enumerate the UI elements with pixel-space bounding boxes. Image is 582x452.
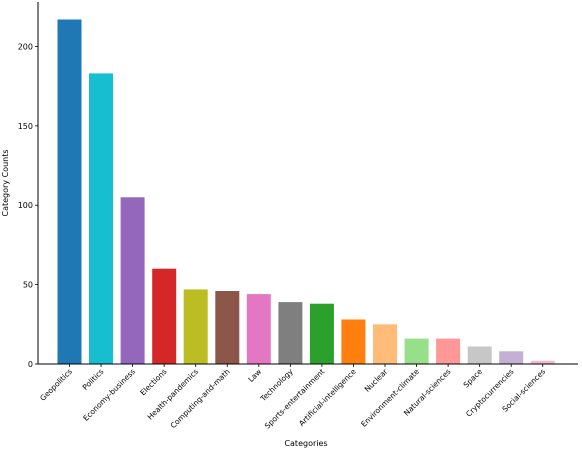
x-tick-label: Politics [81,367,106,392]
y-tick-label: 0 [28,360,33,369]
bar-geopolitics [57,19,82,364]
bar-space [467,346,492,364]
x-tick-label: Space [462,367,485,390]
bar-computing-and-math [215,291,240,364]
y-ticks-group: 0 50 100 150 200 [18,42,38,369]
bar-technology [278,302,303,364]
bar-nuclear [373,324,397,364]
bar-environment-climate [404,338,429,364]
x-tick-label: Law [246,367,263,384]
bar-artificial-intelligence [341,319,366,364]
x-tick-label: Computing-and-math [169,367,232,430]
x-tick-label: Nuclear [363,366,390,393]
bars-group [57,19,555,365]
bar-health-pandemics [183,289,208,364]
bar-economy-business [120,197,145,364]
x-tick-label: Elections [138,367,168,397]
y-tick-label: 150 [18,122,33,131]
x-tick-label: Environment-climate [359,367,421,429]
bar-natural-sciences [436,338,461,364]
y-tick-label: 200 [18,42,33,51]
y-tick-label: 100 [18,201,33,210]
y-tick-label: 50 [23,281,33,290]
x-tick-label: Geopolitics [38,367,74,403]
bar-elections [152,268,177,364]
bar-cryptocurrencies [499,351,524,364]
bar-sports-entertainment [309,303,334,364]
y-axis-label: Category Counts [1,149,10,216]
x-tick-label: Artificial-intelligence [297,367,358,428]
bar-politics [89,73,113,365]
axes-group [37,2,578,365]
x-tick-label: Sports-entertainment [263,367,326,430]
bar-social-sciences [530,360,555,364]
x-axis-label: Categories [284,439,327,448]
bar-law [246,294,271,364]
